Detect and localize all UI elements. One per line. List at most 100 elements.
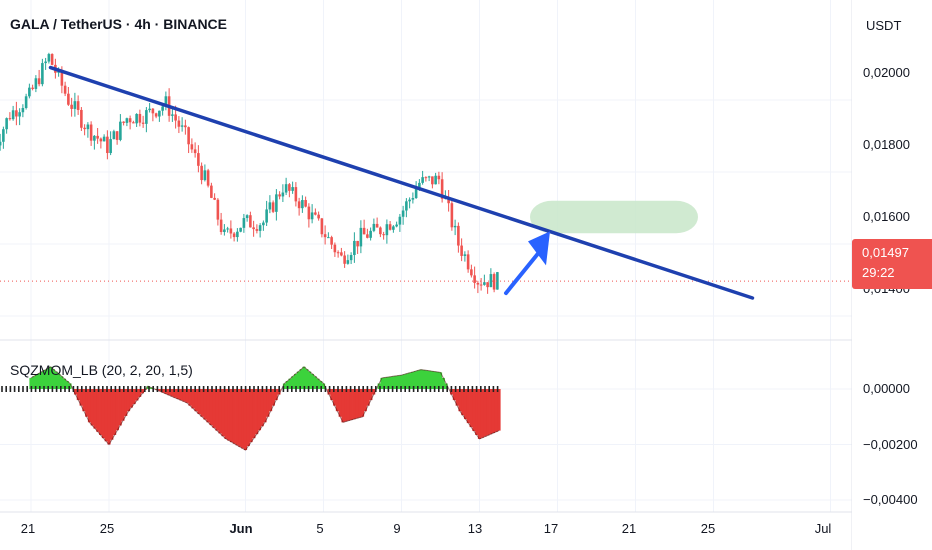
- candle-body: [323, 234, 327, 238]
- candle-body: [109, 139, 112, 154]
- candle-body: [242, 218, 246, 228]
- candle-body: [359, 227, 363, 247]
- candle-body: [187, 127, 190, 145]
- indicator-tick: −0,00200: [863, 437, 918, 452]
- time-tick: 17: [543, 521, 559, 536]
- candle-body: [310, 212, 314, 220]
- candle-body: [496, 272, 499, 290]
- candle-body: [388, 224, 392, 230]
- candle-body: [2, 129, 5, 142]
- candle-body: [11, 110, 15, 120]
- candle-body: [353, 240, 356, 256]
- time-tick: 9: [393, 521, 401, 536]
- candle-body: [115, 131, 119, 140]
- candle-body: [460, 245, 463, 256]
- time-tick: 21: [621, 521, 637, 536]
- chart-canvas[interactable]: [0, 0, 852, 550]
- candle-body: [148, 108, 151, 111]
- candle-body: [252, 227, 255, 230]
- candle-body: [268, 202, 272, 210]
- candle-body: [362, 227, 366, 235]
- candle-body: [431, 176, 434, 185]
- candle-body: [229, 228, 233, 234]
- candle-body: [154, 113, 158, 117]
- candle-body: [67, 93, 70, 105]
- candle-body: [89, 124, 93, 141]
- candle-body: [255, 229, 259, 231]
- candle-body: [96, 135, 99, 139]
- candle-body: [457, 225, 460, 246]
- candle-body: [301, 200, 304, 209]
- candle-body: [24, 96, 28, 108]
- candle-body: [476, 282, 480, 285]
- candle-body: [379, 227, 382, 235]
- current-price-value: 0,01497: [862, 245, 909, 260]
- candle-body: [395, 224, 398, 227]
- momentum-outline: [30, 366, 500, 451]
- candle-body: [372, 223, 376, 231]
- candle-body: [73, 101, 77, 109]
- candle-body: [265, 209, 268, 223]
- candle-body: [236, 231, 239, 238]
- currency-label[interactable]: USDT: [866, 18, 902, 33]
- candle-body: [213, 197, 216, 200]
- candle-body: [479, 284, 483, 286]
- candle-body: [206, 170, 210, 186]
- candle-body: [275, 194, 278, 212]
- candle-body: [281, 192, 285, 197]
- candle-body: [102, 136, 106, 142]
- candle-body: [473, 275, 476, 283]
- candle-body: [349, 255, 353, 261]
- current-price-tag: 0,01497 29:22: [852, 239, 932, 289]
- candle-body: [128, 118, 132, 123]
- candle-body: [232, 233, 236, 238]
- indicator-title[interactable]: SQZMOM_LB (20, 2, 20, 1,5): [10, 362, 193, 378]
- candle-body: [135, 113, 138, 124]
- candle-body: [28, 87, 31, 97]
- candle-body: [424, 177, 428, 179]
- candle-body: [258, 225, 262, 231]
- candle-body: [151, 108, 155, 114]
- candle-body: [41, 63, 44, 85]
- candle-body: [304, 200, 307, 207]
- candle-body: [398, 216, 402, 225]
- candle-body: [193, 149, 197, 154]
- candle-body: [132, 122, 135, 124]
- candle-body: [385, 224, 389, 236]
- candle-body: [0, 141, 2, 146]
- candle-body: [336, 252, 340, 254]
- candle-body: [297, 201, 301, 209]
- candle-body: [171, 114, 174, 116]
- candle-body: [288, 184, 291, 191]
- symbol-title[interactable]: GALA / TetherUS · 4h · BINANCE: [10, 16, 228, 32]
- candle-body: [294, 187, 298, 202]
- time-tick: 21: [20, 521, 36, 536]
- candle-body: [197, 153, 200, 166]
- candle-body: [60, 70, 64, 86]
- candle-body: [470, 269, 473, 276]
- candle-body: [210, 185, 213, 198]
- candle-body: [327, 237, 330, 239]
- candle-body: [8, 118, 12, 120]
- candle-body: [83, 127, 86, 130]
- candle-body: [356, 240, 359, 247]
- price-axis[interactable]: USDT 0,02000 0,01800 0,01600 0,01400 0,0…: [852, 0, 932, 550]
- candle-body: [427, 176, 431, 178]
- candle-body: [440, 179, 444, 199]
- candle-body: [291, 187, 294, 191]
- time-tick: Jun: [229, 521, 253, 536]
- trendline: [48, 65, 755, 300]
- candle-body: [278, 194, 281, 197]
- candle-body: [437, 175, 441, 180]
- candle-body: [141, 122, 145, 124]
- candle-body: [47, 54, 51, 62]
- candle-body: [18, 112, 21, 117]
- candle-body: [249, 215, 252, 228]
- candle-body: [418, 182, 421, 189]
- time-tick: Jul: [814, 521, 832, 536]
- candle-body: [466, 254, 470, 270]
- candle-body: [200, 165, 203, 181]
- candle-body: [5, 118, 8, 130]
- candle-body: [119, 121, 122, 140]
